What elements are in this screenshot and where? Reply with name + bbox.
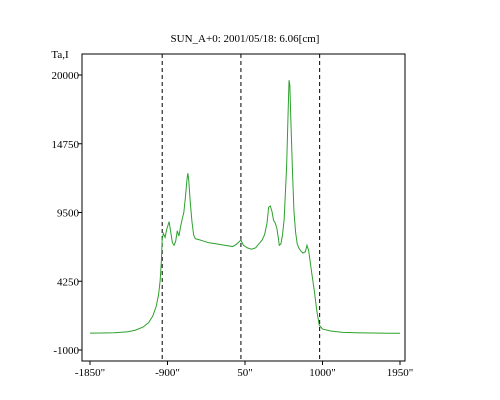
- y-tick-label-4: 20000: [52, 70, 80, 82]
- y-tick-label-1: 4250: [57, 276, 80, 288]
- y-tick-label-0: -1000: [53, 345, 79, 357]
- x-tick-label-3: 1000": [309, 367, 336, 379]
- reference-lines: [161, 54, 321, 361]
- y-tick-label-3: 14750: [52, 139, 80, 151]
- x-tick-label-4: 1950": [387, 367, 414, 379]
- series-layer: [89, 80, 400, 334]
- x-tick-label-1: -900": [155, 367, 180, 379]
- x-tick-label-2: 50": [237, 367, 253, 379]
- x-ticks: -1850" -900" 50" 1000" 1950": [75, 361, 413, 379]
- chart-title: SUN_A+0: 2001/05/18: 6.06[cm]: [171, 33, 320, 45]
- y-tick-label-2: 9500: [57, 208, 80, 220]
- plot-frame: [81, 53, 406, 362]
- y-ticks: -1000 4250 9500 14750 20000: [52, 70, 82, 357]
- x-tick-label-0: -1850": [75, 367, 105, 379]
- y-axis-label: Ta,I: [51, 49, 69, 61]
- series-line-0: [89, 80, 400, 334]
